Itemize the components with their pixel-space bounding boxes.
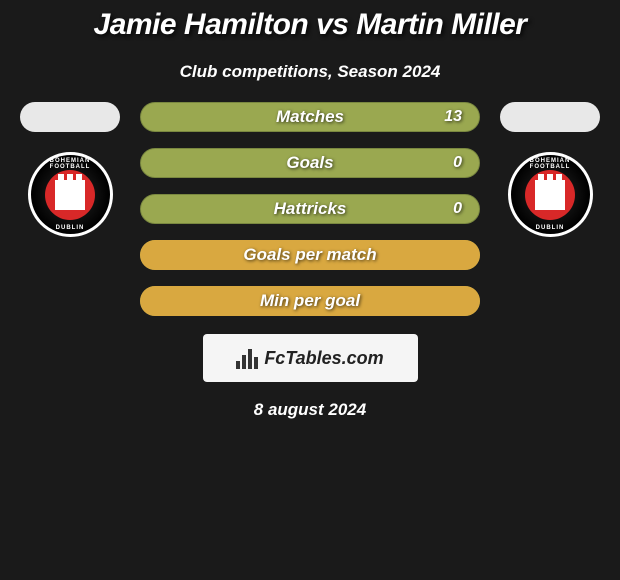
left-player-column: BOHEMIAN FOOTBALL DUBLIN xyxy=(20,102,120,237)
stat-row-goals-per-match: Goals per match xyxy=(140,240,480,270)
badge-inner-circle xyxy=(45,170,95,220)
badge-text-top: BOHEMIAN FOOTBALL xyxy=(511,158,590,170)
fctables-label: FcTables.com xyxy=(264,348,383,369)
stat-row-goals: Goals 0 xyxy=(140,148,480,178)
stat-label: Hattricks xyxy=(274,199,347,219)
subtitle: Club competitions, Season 2024 xyxy=(180,62,441,82)
badge-castle-icon xyxy=(55,180,85,210)
badge-inner-circle xyxy=(525,170,575,220)
stat-label: Goals xyxy=(286,153,333,173)
stat-label: Min per goal xyxy=(260,291,360,311)
main-content: BOHEMIAN FOOTBALL DUBLIN Matches 13 Goal… xyxy=(0,102,620,316)
stat-row-matches: Matches 13 xyxy=(140,102,480,132)
bar-chart-icon xyxy=(236,347,258,369)
badge-castle-icon xyxy=(535,180,565,210)
stat-row-hattricks: Hattricks 0 xyxy=(140,194,480,224)
stats-column: Matches 13 Goals 0 Hattricks 0 Goals per… xyxy=(140,102,480,316)
stat-value-right: 0 xyxy=(453,200,462,218)
stat-value-right: 0 xyxy=(453,154,462,172)
date-label: 8 august 2024 xyxy=(254,400,366,420)
stat-row-min-per-goal: Min per goal xyxy=(140,286,480,316)
stat-value-right: 13 xyxy=(444,108,462,126)
right-player-pill xyxy=(500,102,600,132)
left-player-pill xyxy=(20,102,120,132)
badge-outer-ring: BOHEMIAN FOOTBALL DUBLIN xyxy=(508,152,593,237)
comparison-infographic: Jamie Hamilton vs Martin Miller Club com… xyxy=(0,0,620,580)
left-club-badge: BOHEMIAN FOOTBALL DUBLIN xyxy=(28,152,113,237)
badge-text-bottom: DUBLIN xyxy=(31,225,110,231)
fctables-attribution: FcTables.com xyxy=(203,334,418,382)
page-title: Jamie Hamilton vs Martin Miller xyxy=(94,8,527,42)
badge-text-top: BOHEMIAN FOOTBALL xyxy=(31,158,110,170)
stat-label: Matches xyxy=(276,107,344,127)
right-club-badge: BOHEMIAN FOOTBALL DUBLIN xyxy=(508,152,593,237)
stat-label: Goals per match xyxy=(243,245,376,265)
right-player-column: BOHEMIAN FOOTBALL DUBLIN xyxy=(500,102,600,237)
badge-text-bottom: DUBLIN xyxy=(511,225,590,231)
badge-outer-ring: BOHEMIAN FOOTBALL DUBLIN xyxy=(28,152,113,237)
